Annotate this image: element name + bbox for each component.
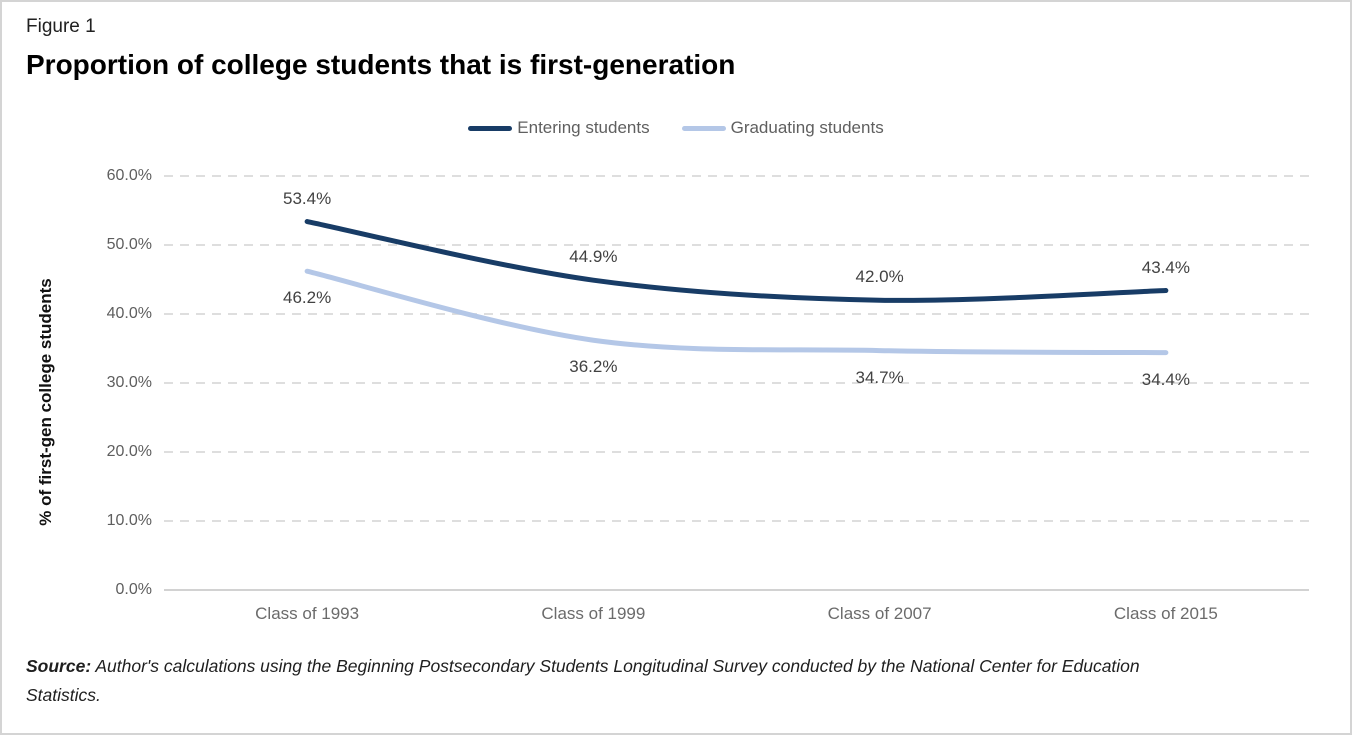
y-tick-label: 20.0% — [106, 443, 152, 460]
data-point-label: 44.9% — [569, 247, 618, 267]
series-line-graduating-students — [304, 268, 1169, 356]
legend-item-entering-students: Entering students — [468, 118, 650, 138]
y-tick-label: 10.0% — [106, 512, 152, 529]
legend-swatch — [681, 125, 726, 131]
series-line-entering-students — [304, 219, 1169, 303]
data-point-label: 43.4% — [1141, 257, 1190, 277]
chart-title: Proportion of college students that is f… — [26, 49, 736, 80]
legend-label: Graduating students — [730, 118, 884, 137]
source-note: Source: Author's calculations using the … — [26, 652, 1216, 710]
data-point-label: 34.4% — [1141, 369, 1190, 389]
data-point-label: 53.4% — [283, 188, 332, 208]
legend-swatch — [468, 125, 513, 131]
legend: Entering students Graduating students — [2, 118, 1350, 138]
legend-label: Entering students — [517, 118, 650, 137]
y-tick-label: 50.0% — [106, 236, 152, 253]
source-text: Author's calculations using the Beginnin… — [26, 656, 1140, 705]
x-category-label: Class of 2015 — [1113, 604, 1218, 623]
data-point-label: 34.7% — [855, 367, 904, 387]
figure-number-label: Figure 1 — [26, 16, 96, 37]
y-tick-label: 30.0% — [106, 374, 152, 391]
source-prefix: Source: — [26, 656, 92, 676]
x-category-label: Class of 2007 — [827, 604, 932, 623]
y-tick-label: 60.0% — [106, 167, 152, 184]
x-category-label: Class of 1993 — [255, 604, 360, 623]
data-point-label: 42.0% — [855, 267, 904, 287]
x-category-label: Class of 1999 — [541, 604, 646, 623]
data-point-label: 46.2% — [283, 288, 332, 308]
data-point-label: 36.2% — [569, 357, 618, 377]
y-tick-label: 0.0% — [115, 581, 152, 598]
y-tick-label: 40.0% — [106, 305, 152, 322]
legend-item-graduating-students: Graduating students — [681, 118, 884, 138]
